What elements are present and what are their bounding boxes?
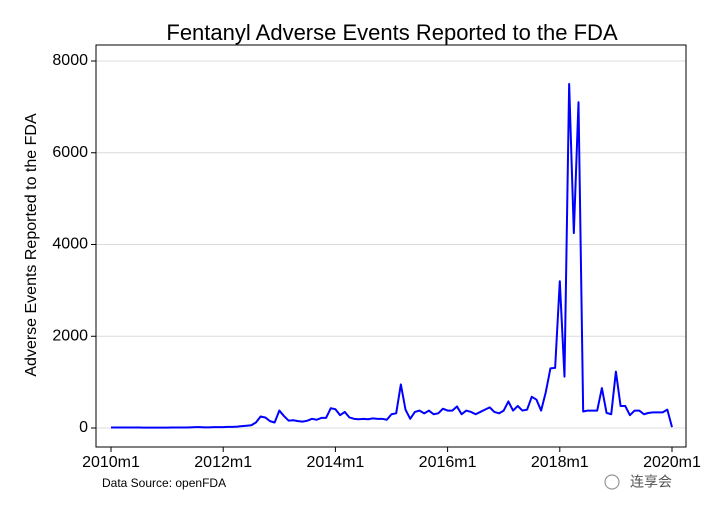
chart-title: Fentanyl Adverse Events Reported to the … — [166, 20, 618, 45]
watermark: 连享会 — [630, 474, 672, 490]
x-tick-label: 2014m1 — [306, 454, 364, 471]
x-tick-label: 2020m1 — [643, 454, 701, 471]
y-tick-label: 8000 — [52, 52, 88, 69]
source-note: Data Source: openFDA — [102, 476, 226, 490]
x-tick-label: 2016m1 — [419, 454, 477, 471]
plot-frame — [95, 44, 687, 448]
y-tick-label: 0 — [79, 419, 88, 436]
x-tick-label: 2012m1 — [194, 454, 252, 471]
x-tick-label: 2010m1 — [82, 454, 140, 471]
y-tick-label: 6000 — [52, 144, 88, 161]
y-axis-label: Adverse Events Reported to the FDA — [23, 113, 40, 377]
y-tick-label: 2000 — [52, 327, 88, 344]
x-tick-label: 2018m1 — [531, 454, 589, 471]
data-line — [111, 82, 673, 429]
y-tick-label: 4000 — [52, 236, 88, 253]
watermark-icon — [604, 474, 620, 490]
